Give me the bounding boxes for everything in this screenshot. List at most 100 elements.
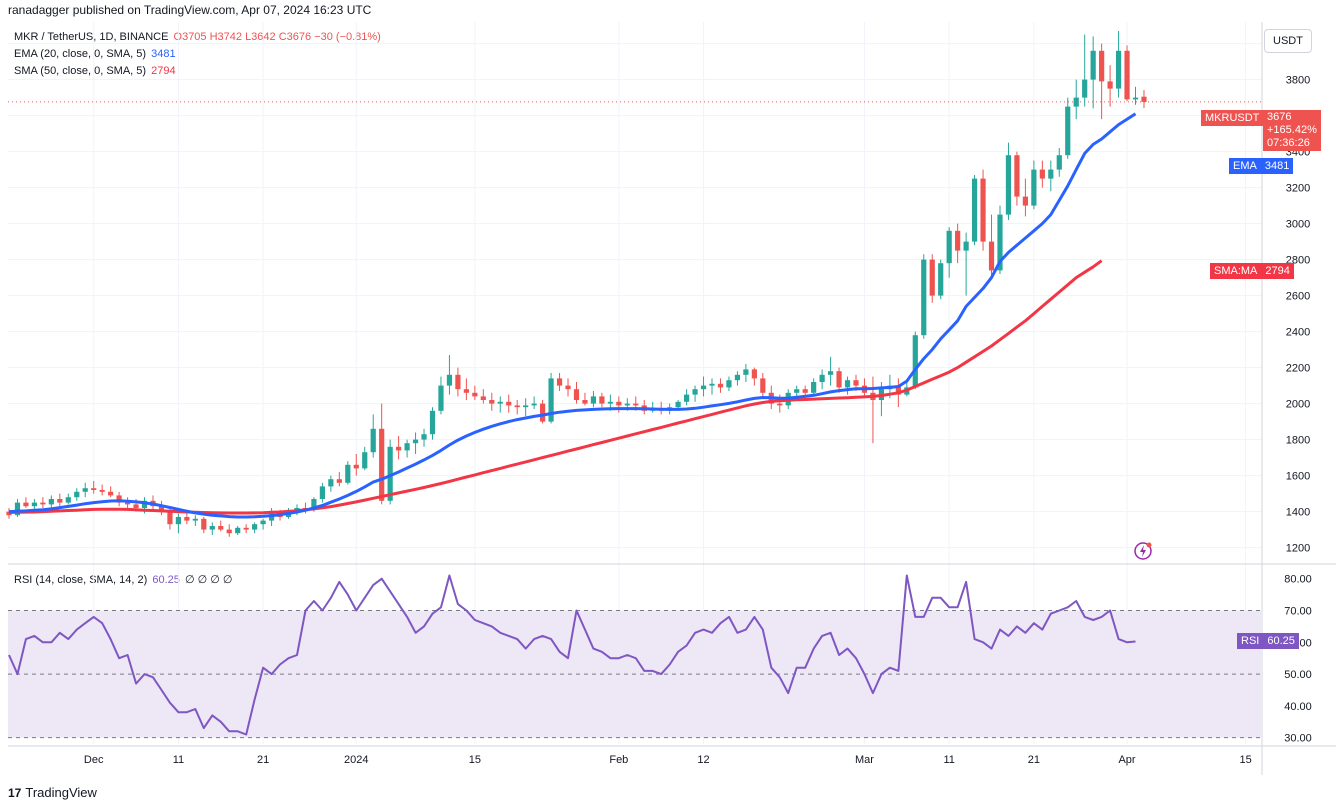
candle-body: [201, 518, 207, 530]
candle-body: [946, 230, 952, 264]
candle-body: [446, 374, 453, 386]
candle-body: [912, 335, 918, 388]
sma-legend: SMA (50, close, 0, SMA, 5) 2794: [14, 65, 176, 77]
tradingview-brand[interactable]: TradingView: [25, 785, 97, 800]
sma-legend-label: SMA (50, close, 0, SMA, 5): [14, 65, 147, 77]
candle-body: [319, 486, 325, 499]
x-tick-label: 11: [943, 754, 954, 766]
candle-body: [429, 410, 436, 435]
candle-body: [158, 506, 165, 512]
candle-body: [794, 389, 800, 393]
candle-body: [590, 396, 597, 404]
rsi-legend-label: RSI (14, close, SMA, 14, 2): [14, 574, 148, 586]
lightning-icon[interactable]: [1133, 541, 1153, 561]
rsi-tick-label: 40.00: [1284, 701, 1312, 713]
candle-body: [599, 396, 605, 404]
candle-body: [1065, 106, 1071, 156]
candle-body: [684, 394, 690, 402]
candle-body: [1031, 169, 1037, 206]
price-tick-label: 3200: [1286, 183, 1310, 195]
candle-body: [387, 446, 393, 501]
candle-body: [692, 389, 698, 395]
rsi-legend-value: 60.25: [152, 574, 180, 586]
candle-body: [717, 383, 724, 388]
candle-body: [1141, 96, 1147, 102]
candle-body: [607, 401, 613, 404]
symbol-legend: MKR / TetherUS, 1D, BINANCE O3705 H3742 …: [14, 31, 381, 43]
candle-body: [396, 446, 402, 451]
candle-body: [565, 385, 571, 390]
candle-body: [531, 403, 537, 406]
candle-body: [1090, 50, 1096, 80]
x-tick-label: 21: [1028, 754, 1040, 766]
candle-body: [929, 259, 935, 296]
candle-body: [1132, 97, 1139, 100]
candle-body: [235, 527, 241, 534]
candle-body: [336, 479, 342, 483]
rsi-legend-extra: ∅ ∅ ∅ ∅: [184, 574, 233, 586]
candle-body: [48, 499, 54, 505]
x-tick-label: Apr: [1118, 754, 1135, 766]
candle-body: [463, 389, 469, 393]
candle-body: [252, 524, 258, 530]
candle-body: [472, 392, 478, 397]
currency-unit-button[interactable]: USDT: [1264, 29, 1312, 53]
candle-body: [938, 263, 944, 296]
price-tick-label: 3000: [1286, 219, 1310, 231]
candle-body: [1073, 97, 1079, 107]
candle-body: [74, 491, 80, 498]
candle-body: [404, 443, 410, 451]
candle-body: [1107, 81, 1113, 89]
candle-body: [751, 369, 757, 379]
candle-body: [836, 371, 842, 388]
candle-body: [988, 241, 995, 271]
candle-body: [955, 230, 961, 251]
x-tick-label: 11: [173, 754, 184, 766]
candle-body: [218, 526, 224, 530]
rsi-tag-value: 60.25: [1267, 635, 1295, 647]
candle-body: [514, 405, 520, 408]
candle-body: [1039, 169, 1045, 179]
candle-body: [1056, 155, 1062, 170]
candle-body: [802, 389, 808, 393]
x-tick-label: 2024: [344, 754, 368, 766]
candle-body: [573, 389, 580, 400]
sma-legend-value: 2794: [151, 65, 176, 77]
candle-body: [243, 527, 249, 530]
candle-body: [311, 499, 317, 510]
candle-body: [675, 401, 681, 408]
candle-body: [226, 529, 232, 534]
price-tick-label: 1800: [1286, 435, 1310, 447]
candle-body: [497, 401, 503, 404]
candle-body: [345, 464, 351, 483]
ohlc-values: O3705 H3742 L3642 C3676 −30 (−0.81%): [173, 31, 381, 43]
candle-body: [523, 405, 529, 408]
rsi-tag: RSI 60.25: [1237, 633, 1299, 649]
candle-body: [1099, 50, 1105, 82]
candle-body: [192, 518, 198, 521]
rsi-legend: RSI (14, close, SMA, 14, 2) 60.25 ∅ ∅ ∅ …: [14, 573, 232, 586]
x-tick-label: Feb: [609, 754, 628, 766]
candle-body: [1005, 155, 1012, 215]
last-price-value: 3676: [1267, 111, 1292, 123]
symbol-title: MKR / TetherUS, 1D, BINANCE: [14, 31, 169, 43]
candle-body: [141, 500, 148, 508]
candle-body: [921, 259, 927, 336]
candle-body: [1014, 155, 1020, 197]
candle-body: [370, 428, 376, 453]
candle-body: [328, 479, 334, 487]
candle-body: [1115, 50, 1122, 89]
candle-body: [133, 504, 139, 508]
price-tick-label: 1600: [1286, 471, 1310, 483]
x-tick-label: 15: [469, 754, 481, 766]
candle-body: [997, 214, 1003, 271]
price-tick-label: 1400: [1286, 507, 1310, 519]
candle-body: [412, 439, 419, 444]
candle-body: [23, 502, 29, 507]
ema-tag-value: 3481: [1264, 160, 1290, 172]
sma-tag-value: 2794: [1265, 265, 1290, 277]
candle-body: [108, 491, 114, 496]
candle-body: [844, 380, 851, 388]
candle-body: [124, 502, 131, 505]
